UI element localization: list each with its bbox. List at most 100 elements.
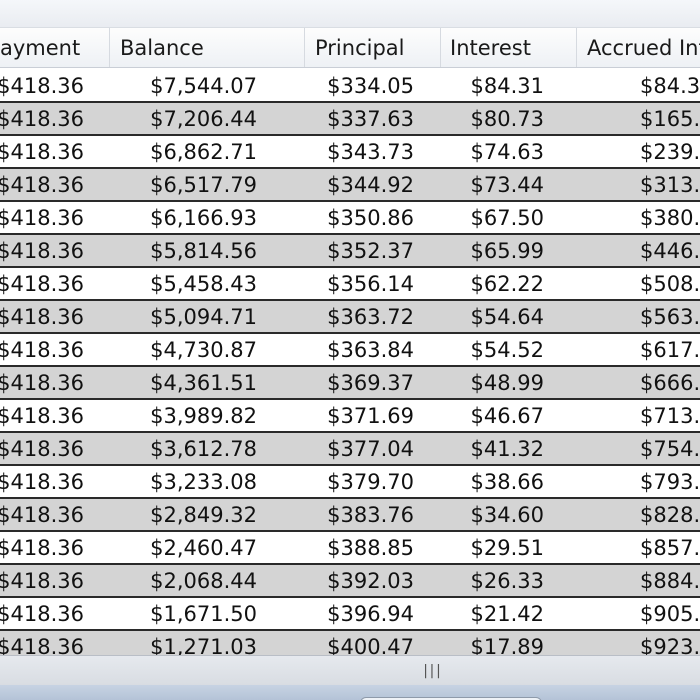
table-row[interactable]: $418.36 $5,814.56 $352.37 $65.99 $446.6 bbox=[0, 235, 700, 268]
cell-accrued: $508.8 bbox=[640, 272, 700, 296]
cell-interest: $46.67 bbox=[470, 404, 544, 428]
cell-principal: $356.14 bbox=[327, 272, 414, 296]
cell-balance: $3,989.82 bbox=[150, 404, 257, 428]
cell-accrued: $165.0 bbox=[640, 107, 700, 131]
cell-interest: $54.64 bbox=[470, 305, 544, 329]
cell-interest: $34.60 bbox=[470, 503, 544, 527]
table-row[interactable]: $418.36 $4,730.87 $363.84 $54.52 $617.9 bbox=[0, 334, 700, 367]
table-body: $418.36$7,544.07$334.05$84.31$84.31$418.… bbox=[0, 70, 700, 655]
cell-balance: $5,458.43 bbox=[150, 272, 257, 296]
table-row[interactable]: $418.36 $2,460.47 $388.85 $29.51 $857.7 bbox=[0, 532, 700, 565]
table-row[interactable]: $418.36 $3,233.08 $379.70 $38.66 $793.6 bbox=[0, 466, 700, 499]
cell-payment: $418.36 bbox=[0, 305, 84, 329]
cell-interest: $73.44 bbox=[470, 173, 544, 197]
cell-accrued: $884.0 bbox=[640, 569, 700, 593]
cell-principal: $343.73 bbox=[327, 140, 414, 164]
cell-payment: $418.36 bbox=[0, 503, 84, 527]
column-header-principal[interactable]: Principal bbox=[305, 28, 441, 67]
table-row[interactable]: $418.36 $2,068.44 $392.03 $26.33 $884.0 bbox=[0, 565, 700, 598]
cell-interest: $67.50 bbox=[470, 206, 544, 230]
cell-accrued: $905.5 bbox=[640, 602, 700, 626]
cell-interest: $74.63 bbox=[470, 140, 544, 164]
table-row[interactable]: $418.36 $2,849.32 $383.76 $34.60 $828.2 bbox=[0, 499, 700, 532]
table-row[interactable]: $418.36 $5,458.43 $356.14 $62.22 $508.8 bbox=[0, 268, 700, 301]
table-row[interactable]: $418.36 $6,862.71 $343.73 $74.63 $239.6 bbox=[0, 136, 700, 169]
cell-principal: $396.94 bbox=[327, 602, 414, 626]
window-top-strip bbox=[0, 0, 700, 27]
cell-principal: $334.05 bbox=[327, 74, 414, 98]
cell-accrued: $754.9 bbox=[640, 437, 700, 461]
cell-interest: $65.99 bbox=[470, 239, 544, 263]
cell-principal: $363.84 bbox=[327, 338, 414, 362]
table-row[interactable]: $418.36 $7,544.07 $334.05 $84.31 $84.31 bbox=[0, 70, 700, 103]
cell-accrued: $380.6 bbox=[640, 206, 700, 230]
cell-balance: $6,517.79 bbox=[150, 173, 257, 197]
cell-balance: $1,671.50 bbox=[150, 602, 257, 626]
column-header-interest[interactable]: Interest bbox=[441, 28, 577, 67]
column-header-payment[interactable]: ayment bbox=[0, 28, 110, 67]
table-row[interactable]: $418.36 $7,206.44 $337.63 $80.73 $165.0 bbox=[0, 103, 700, 136]
cell-balance: $2,068.44 bbox=[150, 569, 257, 593]
table-row[interactable]: $418.36 $4,361.51 $369.37 $48.99 $666.9 bbox=[0, 367, 700, 400]
column-header-row: ayment Balance Principal Interest Accrue… bbox=[0, 27, 700, 68]
cell-principal: $352.37 bbox=[327, 239, 414, 263]
cell-balance: $3,233.08 bbox=[150, 470, 257, 494]
cell-payment: $418.36 bbox=[0, 140, 84, 164]
cell-payment: $418.36 bbox=[0, 404, 84, 428]
cell-payment: $418.36 bbox=[0, 272, 84, 296]
cell-payment: $418.36 bbox=[0, 470, 84, 494]
cell-accrued: $84.31 bbox=[640, 74, 700, 98]
cell-payment: $418.36 bbox=[0, 371, 84, 395]
cell-balance: $1,271.03 bbox=[150, 635, 257, 655]
cell-interest: $21.42 bbox=[470, 602, 544, 626]
column-header-accrued-interest[interactable]: Accrued Int bbox=[587, 36, 700, 60]
cell-payment: $418.36 bbox=[0, 338, 84, 362]
cell-accrued: $793.6 bbox=[640, 470, 700, 494]
horizontal-scrollbar[interactable]: ||| bbox=[0, 655, 700, 686]
cell-principal: $392.03 bbox=[327, 569, 414, 593]
table-row[interactable]: $418.36 $5,094.71 $363.72 $54.64 $563.4 bbox=[0, 301, 700, 334]
cell-accrued: $713.6 bbox=[640, 404, 700, 428]
cell-accrued: $313.1 bbox=[640, 173, 700, 197]
cell-payment: $418.36 bbox=[0, 536, 84, 560]
cell-balance: $6,862.71 bbox=[150, 140, 257, 164]
cell-principal: $350.86 bbox=[327, 206, 414, 230]
cell-payment: $418.36 bbox=[0, 437, 84, 461]
cell-payment: $418.36 bbox=[0, 602, 84, 626]
table-row[interactable]: $418.36 $1,671.50 $396.94 $21.42 $905.5 bbox=[0, 598, 700, 631]
cell-interest: $38.66 bbox=[470, 470, 544, 494]
cell-accrued: $666.9 bbox=[640, 371, 700, 395]
cell-accrued: $563.4 bbox=[640, 305, 700, 329]
table-row[interactable]: $418.36 $6,517.79 $344.92 $73.44 $313.1 bbox=[0, 169, 700, 202]
cell-interest: $80.73 bbox=[470, 107, 544, 131]
cell-interest: $54.52 bbox=[470, 338, 544, 362]
cell-balance: $7,206.44 bbox=[150, 107, 257, 131]
cell-balance: $5,814.56 bbox=[150, 239, 257, 263]
cell-principal: $383.76 bbox=[327, 503, 414, 527]
cell-principal: $369.37 bbox=[327, 371, 414, 395]
cell-payment: $418.36 bbox=[0, 569, 84, 593]
cell-principal: $371.69 bbox=[327, 404, 414, 428]
cell-balance: $7,544.07 bbox=[150, 74, 257, 98]
cell-payment: $418.36 bbox=[0, 173, 84, 197]
cell-balance: $4,361.51 bbox=[150, 371, 257, 395]
cell-principal: $388.85 bbox=[327, 536, 414, 560]
table-row[interactable]: $418.36 $3,989.82 $371.69 $46.67 $713.6 bbox=[0, 400, 700, 433]
cell-accrued: $857.7 bbox=[640, 536, 700, 560]
cell-principal: $344.92 bbox=[327, 173, 414, 197]
cell-principal: $337.63 bbox=[327, 107, 414, 131]
cell-payment: $418.36 bbox=[0, 239, 84, 263]
cell-balance: $2,460.47 bbox=[150, 536, 257, 560]
cell-payment: $418.36 bbox=[0, 635, 84, 655]
table-row[interactable]: $418.36 $6,166.93 $350.86 $67.50 $380.6 bbox=[0, 202, 700, 235]
table-row[interactable]: $418.36 $3,612.78 $377.04 $41.32 $754.9 bbox=[0, 433, 700, 466]
cell-payment: $418.36 bbox=[0, 206, 84, 230]
cell-principal: $379.70 bbox=[327, 470, 414, 494]
column-header-balance[interactable]: Balance bbox=[110, 28, 305, 67]
cell-payment: $418.36 bbox=[0, 107, 84, 131]
scrollbar-grip-icon[interactable]: ||| bbox=[421, 663, 442, 679]
cell-interest: $41.32 bbox=[470, 437, 544, 461]
cell-accrued: $923.3 bbox=[640, 635, 700, 655]
table-row[interactable]: $418.36 $1,271.03 $400.47 $17.89 $923.3 bbox=[0, 631, 700, 655]
